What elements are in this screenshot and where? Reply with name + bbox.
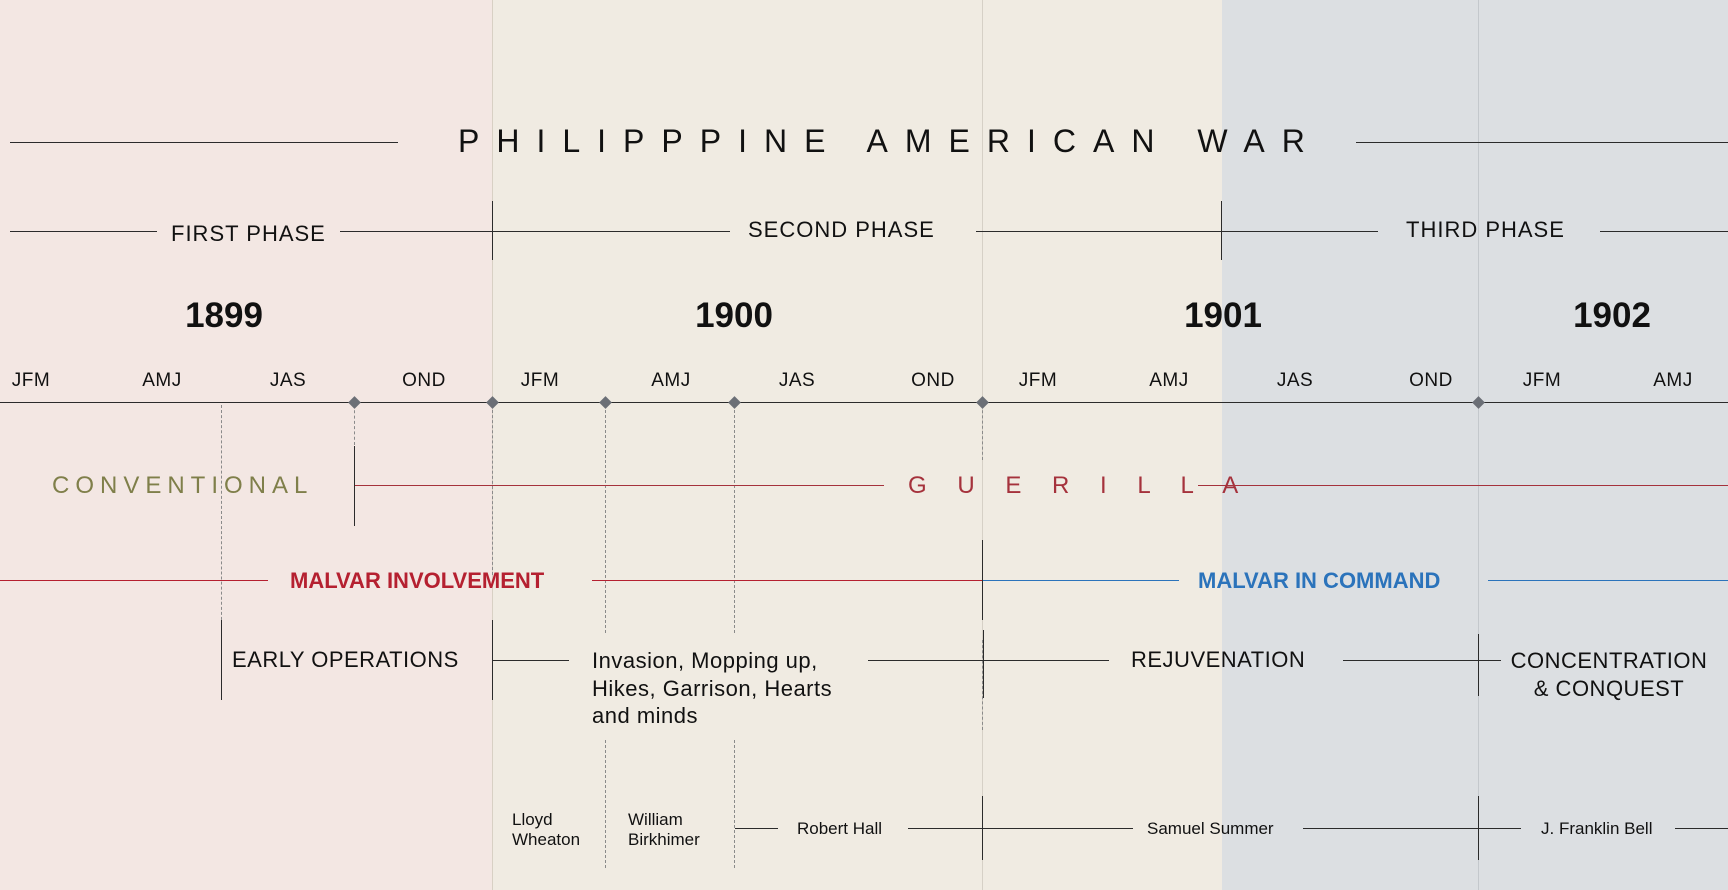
conventional-label: CONVENTIONAL bbox=[52, 472, 314, 499]
event-guide bbox=[221, 405, 222, 630]
stage-rule bbox=[868, 660, 1109, 661]
quarter-label: AMJ bbox=[1653, 370, 1693, 391]
quarter-label: JFM bbox=[520, 370, 560, 391]
quarter-label: JAS bbox=[778, 370, 816, 391]
quarter-label: JFM bbox=[1018, 370, 1058, 391]
malvar-involvement-label: MALVAR INVOLVEMENT bbox=[290, 568, 545, 593]
phase-rule bbox=[976, 231, 1378, 232]
phase-divider bbox=[1221, 201, 1222, 260]
title-rule-left bbox=[10, 142, 398, 143]
quarter-label: AMJ bbox=[651, 370, 691, 391]
stage-divider bbox=[492, 620, 493, 700]
event-guide bbox=[605, 405, 606, 633]
phase-rule bbox=[10, 231, 157, 232]
third-phase-label: THIRD PHASE bbox=[1406, 217, 1565, 242]
quarter-label: JFM bbox=[1522, 370, 1562, 391]
stage-rule bbox=[1343, 660, 1501, 661]
stage-divider bbox=[983, 630, 984, 698]
event-guide bbox=[605, 740, 606, 868]
commander-divider bbox=[982, 796, 983, 860]
stage-rule bbox=[493, 660, 569, 661]
year-label: 1901 bbox=[1184, 296, 1262, 335]
title-rule-right bbox=[1356, 142, 1728, 143]
commander-name: William Birkhimer bbox=[628, 810, 700, 850]
quarter-label: JAS bbox=[269, 370, 307, 391]
guerilla-rule bbox=[355, 485, 884, 486]
year-label: 1899 bbox=[185, 296, 263, 335]
event-guide bbox=[734, 740, 735, 868]
warfare-divider bbox=[354, 446, 355, 526]
event-guide bbox=[354, 405, 355, 445]
first-phase-background bbox=[0, 0, 492, 890]
second-phase-label: SECOND PHASE bbox=[748, 217, 935, 242]
commander-name: Lloyd Wheaton bbox=[512, 810, 581, 850]
quarter-label: AMJ bbox=[142, 370, 182, 391]
malvar-divider bbox=[982, 540, 983, 620]
malvar-involvement-rule bbox=[0, 580, 268, 581]
year-divider bbox=[1478, 0, 1479, 890]
timeline-axis bbox=[0, 402, 1728, 403]
second-phase-background bbox=[492, 0, 1222, 890]
event-guide bbox=[492, 405, 493, 575]
guerilla-label: G U E R I L L A bbox=[908, 472, 1251, 499]
commander-divider bbox=[1478, 796, 1479, 860]
quarter-label: JAS bbox=[1276, 370, 1314, 391]
stage-divider bbox=[221, 620, 222, 700]
phase-rule bbox=[340, 231, 730, 232]
stage-label: CONCENTRATION & CONQUEST bbox=[1510, 648, 1708, 701]
quarter-label: OND bbox=[402, 370, 446, 391]
page-title: PHILIPPPINE AMERICAN WAR bbox=[458, 123, 1322, 159]
malvar-command-rule bbox=[983, 580, 1179, 581]
phase-rule bbox=[1600, 231, 1728, 232]
stage-label: REJUVENATION bbox=[1131, 647, 1306, 672]
quarter-label: OND bbox=[1409, 370, 1453, 391]
event-guide bbox=[982, 405, 983, 460]
quarter-label: OND bbox=[911, 370, 955, 391]
stage-divider bbox=[1478, 634, 1479, 696]
malvar-command-rule bbox=[1488, 580, 1728, 581]
guerilla-rule bbox=[1198, 485, 1728, 486]
stage-label: Invasion, Mopping up, Hikes, Garrison, H… bbox=[592, 648, 833, 728]
third-phase-background bbox=[1222, 0, 1728, 890]
event-guide bbox=[734, 405, 735, 633]
commander-rule bbox=[908, 828, 1133, 829]
quarter-label: AMJ bbox=[1149, 370, 1189, 391]
commander-rule bbox=[735, 828, 778, 829]
year-label: 1902 bbox=[1573, 296, 1651, 335]
malvar-involvement-rule bbox=[592, 580, 982, 581]
malvar-command-label: MALVAR IN COMMAND bbox=[1198, 568, 1441, 593]
commander-name: Robert Hall bbox=[797, 819, 883, 838]
stage-label: EARLY OPERATIONS bbox=[232, 647, 459, 672]
commander-rule bbox=[1303, 828, 1521, 829]
quarter-label: JFM bbox=[11, 370, 51, 391]
event-guide bbox=[982, 640, 983, 730]
year-label: 1900 bbox=[695, 296, 773, 335]
commander-name: J. Franklin Bell bbox=[1541, 819, 1653, 838]
commander-rule bbox=[1675, 828, 1728, 829]
commander-name: Samuel Summer bbox=[1147, 819, 1274, 838]
phase-divider bbox=[492, 201, 493, 260]
first-phase-label: FIRST PHASE bbox=[171, 221, 326, 246]
